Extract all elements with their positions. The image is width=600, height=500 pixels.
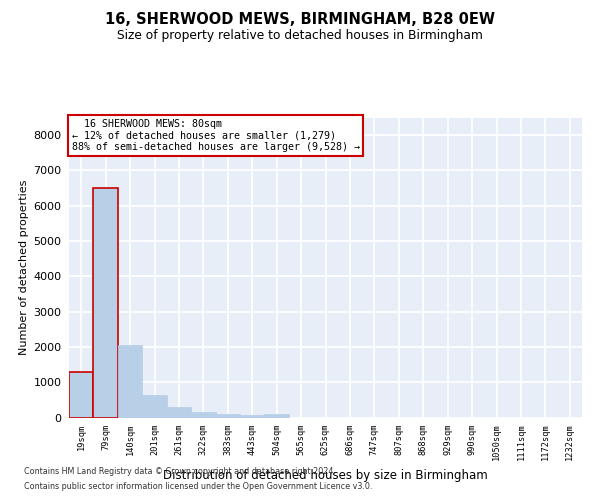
Bar [240,414,265,418]
Text: Size of property relative to detached houses in Birmingham: Size of property relative to detached ho… [117,29,483,42]
Bar [167,407,191,418]
Text: Contains public sector information licensed under the Open Government Licence v3: Contains public sector information licen… [24,482,373,491]
Text: 16, SHERWOOD MEWS, BIRMINGHAM, B28 0EW: 16, SHERWOOD MEWS, BIRMINGHAM, B28 0EW [105,12,495,28]
Bar [118,345,142,418]
Bar [191,412,215,418]
Y-axis label: Number of detached properties: Number of detached properties [19,180,29,355]
Bar [69,372,94,418]
Bar [142,394,167,417]
Bar [265,414,289,418]
Text: 16 SHERWOOD MEWS: 80sqm
← 12% of detached houses are smaller (1,279)
88% of semi: 16 SHERWOOD MEWS: 80sqm ← 12% of detache… [71,119,359,152]
X-axis label: Distribution of detached houses by size in Birmingham: Distribution of detached houses by size … [163,469,488,482]
Bar [215,414,240,418]
Text: Contains HM Land Registry data © Crown copyright and database right 2024.: Contains HM Land Registry data © Crown c… [24,467,336,476]
Bar [94,188,118,418]
